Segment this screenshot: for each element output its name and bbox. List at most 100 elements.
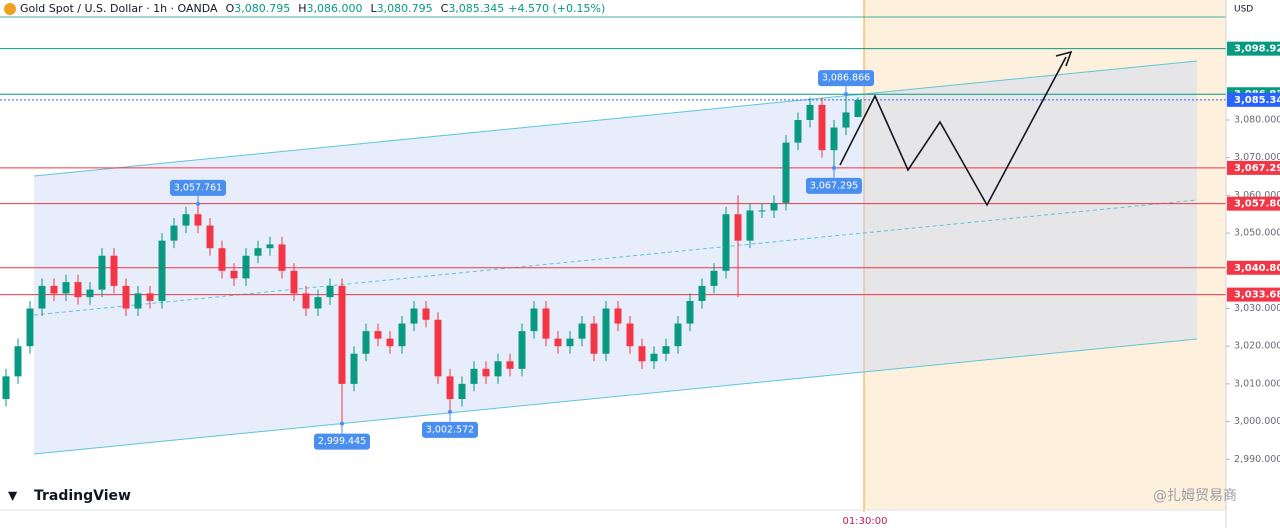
symbol-icon: [4, 2, 16, 15]
candle-body: [638, 346, 646, 362]
candle-body: [218, 248, 226, 271]
quote-key: L: [370, 2, 377, 15]
candle-body: [806, 104, 814, 120]
annotation-dot: [844, 92, 848, 97]
candle-body: [278, 244, 286, 271]
quote-value: 3,086.000: [306, 2, 363, 15]
y-tick-label: 3,030.000: [1234, 303, 1280, 314]
candle-body: [782, 142, 790, 203]
symbol-title: Gold Spot / U.S. Dollar · 1h · OANDA: [20, 2, 218, 15]
quote-key: O: [225, 2, 235, 15]
quote-value: 3,080.795: [234, 2, 291, 15]
candle-body: [2, 376, 10, 399]
y-tick-label: 3,080.000: [1234, 114, 1280, 125]
level-label-bg: [1227, 260, 1280, 275]
annotation-box: [170, 179, 226, 196]
candle-body: [458, 383, 466, 399]
candle-body: [434, 319, 442, 377]
candle-body: [746, 210, 754, 241]
candle-body: [338, 285, 346, 384]
candle-body: [146, 293, 154, 301]
candle-body: [110, 255, 118, 286]
candle-body: [530, 308, 538, 332]
annotation-box: [806, 177, 862, 194]
level-label: 3,098.926: [1234, 44, 1280, 55]
candle-body: [170, 225, 178, 241]
candle-body: [602, 308, 610, 354]
channel-bottom: [33, 338, 1198, 455]
annotation-label: 3,002.572: [426, 424, 474, 435]
candle-body: [494, 361, 502, 377]
annotation-label: 2,999.445: [318, 436, 366, 447]
quote-key: H: [298, 2, 307, 15]
candle-body: [14, 346, 22, 377]
candle-body: [254, 248, 262, 256]
candle-body: [326, 285, 334, 298]
future-zone: [864, 0, 1226, 510]
y-tick-label: 3,000.000: [1234, 416, 1280, 427]
candles: [2, 94, 862, 424]
level-label: 3,067.295: [1234, 163, 1280, 174]
y-tick-label: 3,060.000: [1234, 190, 1280, 201]
level-label-bg: [1227, 160, 1280, 175]
projection-arrow: [1055, 50, 1073, 67]
annotation-label: 3,086.866: [822, 73, 870, 84]
annotation-box: [422, 421, 478, 438]
candle-body: [422, 308, 430, 320]
candle-body: [446, 376, 454, 399]
header: Gold Spot / U.S. Dollar · 1h · OANDA O 3,0…: [4, 2, 605, 15]
candle-body: [482, 368, 490, 377]
annotation-label: 3,067.295: [810, 180, 858, 191]
candle-body: [362, 331, 370, 354]
y-tick-label: 3,070.000: [1234, 152, 1280, 163]
annotation-label: 3,057.761: [174, 182, 222, 193]
annotation-dot: [340, 421, 344, 426]
candle-body: [722, 214, 730, 271]
candle-body: [818, 104, 826, 151]
channel-top: [33, 60, 1198, 177]
candle-body: [182, 214, 190, 226]
annotation-dot: [196, 201, 200, 206]
candle-body: [734, 214, 742, 241]
level-label-bg: [1227, 41, 1280, 56]
candle-body: [410, 308, 418, 324]
candle-body: [230, 270, 238, 279]
annotations: 3,057.761 2,999.445 3,002.572 3,086.866 3,06…: [170, 70, 874, 450]
time-label: 01:30:00: [843, 516, 888, 527]
candle-body: [350, 353, 358, 384]
annotation-dot: [448, 409, 452, 414]
annotation-box: [314, 433, 370, 450]
level-label: 3,085.345: [1234, 95, 1280, 106]
level-label: 3,057.805: [1234, 199, 1280, 210]
level-label: 3,033.686: [1234, 290, 1280, 301]
annotation-dot: [832, 165, 836, 170]
candle-body: [578, 323, 586, 339]
levels: [0, 48, 1226, 296]
candle-body: [242, 255, 250, 279]
candle-body: [842, 112, 850, 128]
candle-body: [62, 282, 70, 294]
candle-body: [758, 210, 766, 212]
candle-body: [290, 270, 298, 294]
candle-body: [470, 368, 478, 384]
y-tick-label: 3,050.000: [1234, 228, 1280, 239]
candle-body: [206, 225, 214, 249]
y-tick-label: 2,990.000: [1234, 454, 1280, 465]
candle-body: [710, 270, 718, 286]
quote-change: +4.570 (+0.15%): [508, 2, 606, 15]
candle-body: [566, 338, 574, 347]
candle-body: [506, 361, 514, 369]
candle-body: [122, 285, 130, 309]
candle-body: [374, 331, 382, 339]
y-tick-label: 3,010.000: [1234, 378, 1280, 389]
level-label-bg: [1227, 287, 1280, 302]
candle-body: [398, 323, 406, 347]
quote-value: 3,080.795: [376, 2, 433, 15]
quote-key: C: [440, 2, 449, 15]
candle-body: [386, 338, 394, 347]
channel-mid: [33, 199, 1198, 316]
candle-body: [770, 202, 778, 211]
brand-logo: ▼: [8, 489, 18, 503]
currency: USD: [1234, 5, 1253, 15]
